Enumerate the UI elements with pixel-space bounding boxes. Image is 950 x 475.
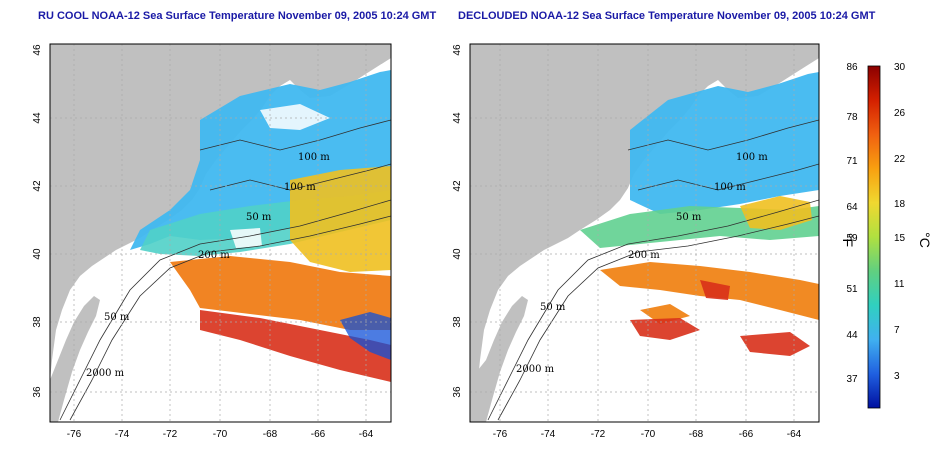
left-lon-tick: -70: [213, 429, 228, 440]
right-sst-cold-region: [630, 72, 819, 214]
colorbar: 86 78 71 64 59 51 44 37 30 26 22 18 15 1…: [840, 62, 933, 409]
left-lon-tick: -64: [359, 429, 374, 440]
colorbar-celsius-ticks: 30 26 22 18 15 11 7 3: [894, 62, 906, 382]
left-lat-tick: 36: [32, 386, 43, 398]
right-sst-red-patches: [630, 280, 810, 356]
right-lon-tick: -74: [541, 429, 556, 440]
left-map-grid: [50, 44, 391, 422]
left-sst-blue-streaks: [340, 312, 391, 360]
left-lat-tick: 46: [32, 44, 43, 56]
left-contour-label-2000m: 2000 m: [86, 368, 125, 379]
left-contour-label-50m-b: 50 m: [104, 312, 130, 323]
left-sst-orange: [170, 256, 391, 330]
colorbar-f-tick: 78: [846, 112, 858, 123]
colorbar-c-tick: 30: [894, 62, 906, 73]
right-lon-tick: -70: [641, 429, 656, 440]
left-lon-tick-labels: -76 -74 -72 -70 -68 -66 -64: [67, 429, 374, 440]
right-contour-label-50m-b: 50 m: [540, 302, 566, 313]
left-contour-label-100m-b: 100 m: [284, 182, 316, 193]
right-map-title: DECLOUDED NOAA-12 Sea Surface Temperatur…: [458, 10, 876, 22]
left-lon-tick: -72: [163, 429, 178, 440]
colorbar-f-tick: 64: [846, 202, 858, 213]
left-sst-red: [200, 310, 391, 382]
right-map-grid: [470, 44, 819, 422]
colorbar-c-tick: 3: [894, 371, 900, 382]
left-map: 100 m 100 m 50 m 200 m 50 m 2000 m -76 -…: [32, 43, 392, 440]
colorbar-fahrenheit-ticks: 86 78 71 64 59 51 44 37: [846, 62, 858, 385]
right-contour-label-200m: 200 m: [628, 250, 660, 261]
left-map-title: RU COOL NOAA-12 Sea Surface Temperature …: [38, 10, 437, 22]
right-lat-tick: 46: [452, 44, 463, 56]
right-map: 100 m 100 m 50 m 200 m 50 m 2000 m -76 -…: [452, 43, 820, 440]
left-map-land: [50, 44, 391, 380]
right-lat-tick: 36: [452, 386, 463, 398]
right-lat-tick: 42: [452, 180, 463, 192]
left-bathymetry-contours: [59, 119, 391, 421]
colorbar-c-tick: 15: [894, 233, 906, 244]
left-lat-tick: 44: [32, 112, 43, 124]
right-lon-tick: -64: [787, 429, 802, 440]
right-map-land: [470, 44, 819, 380]
colorbar-f-tick: 51: [846, 284, 858, 295]
left-lon-tick: -66: [311, 429, 326, 440]
right-bathymetry-contours: [487, 119, 819, 421]
left-contour-label-50m-a: 50 m: [246, 212, 272, 223]
right-contour-label-50m-a: 50 m: [676, 212, 702, 223]
right-contour-label-100m-a: 100 m: [736, 152, 768, 163]
colorbar-c-tick: 7: [894, 325, 900, 336]
colorbar-bar: [867, 65, 881, 409]
colorbar-f-tick: 71: [846, 156, 858, 167]
right-lon-tick-labels: -76 -74 -72 -70 -68 -66 -64: [493, 429, 802, 440]
left-contour-label-200m: 200 m: [198, 250, 230, 261]
right-lon-tick: -72: [591, 429, 606, 440]
colorbar-c-tick: 18: [894, 199, 906, 210]
left-contour-label-100m-a: 100 m: [298, 152, 330, 163]
colorbar-f-tick: 86: [846, 62, 858, 73]
left-lon-tick: -74: [115, 429, 130, 440]
right-contour-label-100m-b: 100 m: [714, 182, 746, 193]
colorbar-f-tick: 44: [846, 330, 858, 341]
left-lon-tick: -76: [67, 429, 82, 440]
right-lon-tick: -76: [493, 429, 508, 440]
right-lat-tick: 38: [452, 316, 463, 328]
left-sst-white-clouds: [120, 104, 330, 304]
colorbar-f-tick: 59: [846, 233, 858, 244]
colorbar-f-tick: 37: [846, 374, 858, 385]
left-lat-tick: 42: [32, 180, 43, 192]
left-lat-tick: 40: [32, 248, 43, 260]
left-map-peninsula: [50, 296, 100, 422]
right-lon-tick: -68: [689, 429, 704, 440]
colorbar-c-tick: 22: [894, 154, 906, 165]
left-lat-tick: 38: [32, 316, 43, 328]
right-lat-tick: 40: [452, 248, 463, 260]
colorbar-c-tick: 11: [894, 279, 905, 290]
right-lon-tick: -66: [739, 429, 754, 440]
right-contour-label-2000m: 2000 m: [516, 364, 555, 375]
left-lat-tick-labels: 46 44 42 40 38 36: [32, 44, 43, 398]
colorbar-celsius-unit: °C: [917, 232, 933, 248]
colorbar-c-tick: 26: [894, 108, 906, 119]
right-map-peninsula: [470, 296, 528, 422]
right-lat-tick: 44: [452, 112, 463, 124]
right-lat-tick-labels: 46 44 42 40 38 36: [452, 44, 463, 398]
colorbar-fahrenheit-unit: °F: [840, 233, 856, 247]
left-lon-tick: -68: [263, 429, 278, 440]
